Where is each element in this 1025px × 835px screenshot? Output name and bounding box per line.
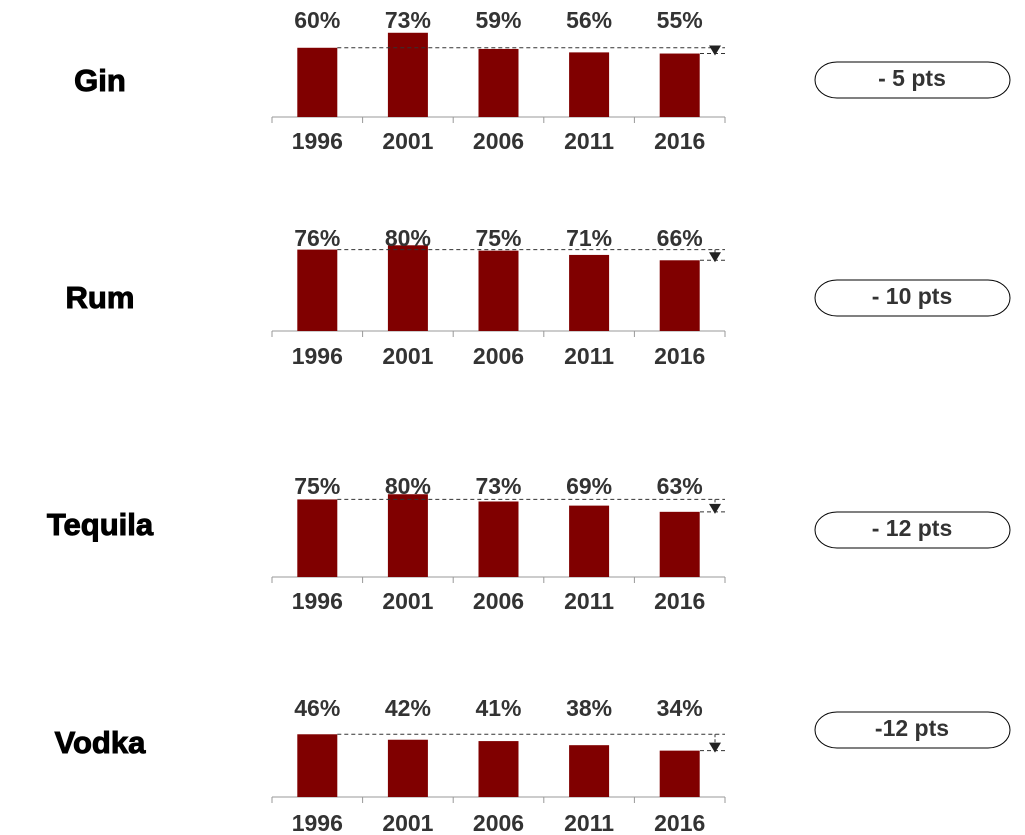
value-label: 66% bbox=[657, 225, 703, 251]
bar bbox=[297, 47, 338, 118]
bar bbox=[478, 250, 519, 331]
bar bbox=[569, 505, 610, 577]
x-tick-label: 2011 bbox=[564, 810, 614, 835]
x-tick-label: 2001 bbox=[382, 810, 433, 835]
chart-title: Gin bbox=[74, 63, 126, 98]
x-tick-label: 1996 bbox=[292, 343, 343, 369]
x-tick-label: 2016 bbox=[654, 343, 705, 369]
x-tick-label: 2016 bbox=[654, 810, 705, 835]
annotation-pill bbox=[814, 279, 1011, 317]
value-label: 56% bbox=[566, 7, 612, 33]
x-tick-label: 2011 bbox=[564, 343, 614, 369]
value-label: 73% bbox=[475, 473, 521, 499]
bar bbox=[478, 48, 519, 117]
bar bbox=[297, 734, 338, 797]
chart-title: Vodka bbox=[55, 725, 146, 760]
bar bbox=[569, 745, 610, 797]
x-tick-label: 2001 bbox=[382, 128, 433, 154]
value-label: 75% bbox=[294, 473, 340, 499]
value-label: 60% bbox=[294, 7, 340, 33]
bar bbox=[387, 739, 428, 797]
annotation: - 12 pts bbox=[872, 515, 953, 541]
value-label: 80% bbox=[385, 225, 431, 251]
x-tick-label: 2011 bbox=[564, 588, 614, 614]
annotation: -12 pts bbox=[875, 715, 949, 741]
bar bbox=[659, 53, 700, 117]
annotation-pill bbox=[814, 711, 1011, 749]
x-tick-label: 2001 bbox=[382, 343, 433, 369]
x-tick-label: 1996 bbox=[292, 128, 343, 154]
x-tick-label: 2006 bbox=[473, 343, 524, 369]
change-arrowhead bbox=[709, 252, 721, 263]
bar bbox=[387, 494, 428, 577]
bar bbox=[387, 245, 428, 331]
x-tick-label: 2016 bbox=[654, 128, 705, 154]
value-label: 75% bbox=[475, 225, 521, 251]
change-arrowhead bbox=[709, 742, 721, 753]
annotation-pill bbox=[814, 61, 1011, 99]
value-label: 63% bbox=[657, 473, 703, 499]
chart-title: Tequila bbox=[47, 507, 154, 542]
annotation: - 10 pts bbox=[872, 283, 953, 309]
value-label: 71% bbox=[566, 225, 612, 251]
value-label: 34% bbox=[657, 695, 703, 721]
bar bbox=[659, 260, 700, 331]
value-label: 69% bbox=[566, 473, 612, 499]
change-arrowhead bbox=[709, 503, 721, 514]
bar bbox=[659, 750, 700, 797]
value-label: 59% bbox=[475, 7, 521, 33]
value-label: 80% bbox=[385, 473, 431, 499]
value-label: 46% bbox=[294, 695, 340, 721]
x-tick-label: 1996 bbox=[292, 588, 343, 614]
annotation-pill bbox=[814, 511, 1011, 549]
value-label: 41% bbox=[475, 695, 521, 721]
x-tick-label: 2011 bbox=[564, 128, 614, 154]
chart-title: Rum bbox=[66, 280, 135, 315]
value-label: 42% bbox=[385, 695, 431, 721]
bar bbox=[569, 254, 610, 331]
bar bbox=[478, 501, 519, 577]
bar bbox=[297, 249, 338, 331]
bar bbox=[478, 741, 519, 797]
value-label: 76% bbox=[294, 225, 340, 251]
x-tick-label: 2016 bbox=[654, 588, 705, 614]
x-tick-label: 2006 bbox=[473, 588, 524, 614]
change-arrowhead bbox=[709, 45, 721, 56]
bar bbox=[297, 499, 338, 577]
annotation: - 5 pts bbox=[878, 65, 946, 91]
value-label: 55% bbox=[657, 7, 703, 33]
bar bbox=[659, 511, 700, 577]
x-tick-label: 2006 bbox=[473, 128, 524, 154]
value-label: 38% bbox=[566, 695, 612, 721]
x-tick-label: 2006 bbox=[473, 810, 524, 835]
x-tick-label: 1996 bbox=[292, 810, 343, 835]
x-tick-label: 2001 bbox=[382, 588, 433, 614]
bar bbox=[569, 52, 610, 118]
value-label: 73% bbox=[385, 7, 431, 33]
bar bbox=[387, 32, 428, 118]
